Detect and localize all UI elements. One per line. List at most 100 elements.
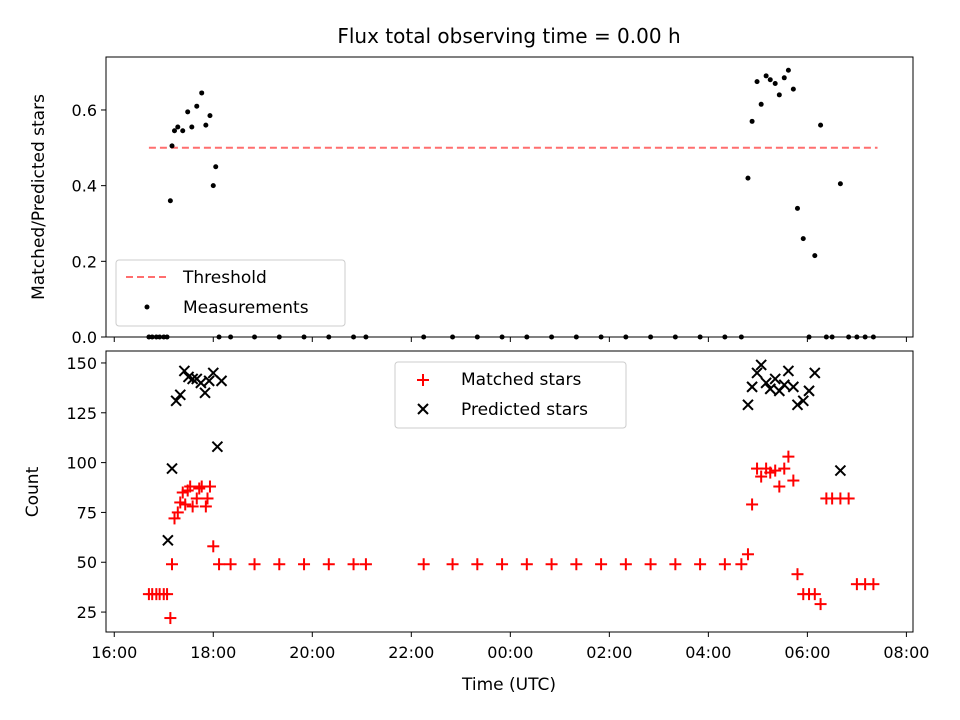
predicted-star-stroke (195, 377, 207, 389)
matched-star-point (669, 558, 682, 571)
top-panel: 0.0 0.2 0.4 0.6 Matched/Predicted stars Thr… (29, 56, 914, 347)
matched-star-point (842, 492, 855, 505)
predicted-star-stroke (742, 399, 754, 411)
predicted-star-stroke (809, 367, 821, 379)
predicted-star-point (760, 377, 772, 389)
predicted-star-stroke (203, 375, 215, 387)
matched-star-point (417, 558, 430, 571)
predicted-star-stroke (215, 375, 228, 387)
predicted-star-stroke (803, 385, 815, 397)
predicted-star-point (803, 385, 815, 397)
matched-star-point (186, 500, 199, 513)
bottom-y-tick-label: 75 (77, 503, 97, 522)
bottom-y-axis-label: Count (23, 466, 43, 517)
x-tick-label: 06:00 (784, 643, 830, 662)
measurement-point (164, 334, 170, 340)
x-tick-label: 04:00 (685, 643, 731, 662)
matched-star-point (193, 482, 206, 495)
matched-star-point (471, 558, 484, 571)
predicted-star-stroke (760, 377, 772, 389)
measurement-point (474, 334, 480, 340)
predicted-star-point (764, 383, 776, 395)
measurement-point (573, 334, 579, 340)
predicted-star-point (769, 373, 781, 385)
measurement-point (648, 334, 654, 340)
matched-star-point (570, 558, 583, 571)
matched-star-point (782, 450, 795, 463)
predicted-star-point (170, 395, 182, 407)
predicted-star-stroke (170, 395, 182, 407)
predicted-star-stroke (182, 371, 195, 383)
measurement-point (772, 80, 778, 86)
measurement-point (167, 198, 173, 204)
matched-star-point (213, 558, 226, 571)
measurement-point (862, 334, 868, 340)
measurement-point (745, 175, 751, 181)
predicted-star-point (778, 379, 790, 391)
matched-star-point (184, 480, 197, 493)
measurement-point (767, 77, 773, 83)
measurement-point (763, 73, 769, 79)
bottom-y-tick-label: 100 (66, 454, 97, 473)
measurement-point (785, 67, 791, 73)
measurement-point (228, 334, 234, 340)
bottom-legend: Matched stars Predicted stars (394, 361, 627, 429)
predicted-star-point (791, 399, 804, 411)
predicted-star-point (746, 381, 758, 393)
x-tick-label: 20:00 (289, 643, 335, 662)
measurement-point (157, 334, 163, 340)
predicted-star-stroke (778, 379, 790, 391)
predicted-star-point (751, 367, 763, 379)
measurement-point (326, 334, 332, 340)
predicted-star-stroke (834, 464, 847, 477)
top-y-tick-label: 0.6 (72, 101, 97, 120)
measurement-point (499, 334, 505, 340)
measurement-point (754, 79, 760, 85)
predicted-star-point (162, 534, 174, 547)
measurement-point (363, 334, 369, 340)
x-axis-label: Time (UTC) (461, 675, 556, 695)
measurement-point (213, 164, 219, 170)
measurement-point (207, 113, 213, 119)
predicted-star-point (195, 377, 207, 389)
measurement-point (846, 334, 852, 340)
top-y-tick-label: 0.2 (72, 252, 97, 271)
predicted-star-point (834, 464, 847, 477)
legend-matched-label: Matched stars (461, 370, 581, 390)
measurement-point (252, 334, 258, 340)
predicted-star-stroke (174, 389, 186, 401)
measurement-point (722, 334, 728, 340)
x-tick-label: 00:00 (487, 643, 533, 662)
matched-star-point (190, 492, 203, 505)
matched-star-point (718, 558, 731, 571)
bottom-y-tick-label: 50 (77, 553, 97, 572)
measurement-point (149, 334, 155, 340)
measurement-point (421, 334, 427, 340)
measurement-point (203, 122, 209, 128)
measurement-point (194, 103, 200, 109)
measurement-point (549, 334, 555, 340)
measurement-point (189, 124, 195, 130)
measurement-point (794, 205, 800, 211)
x-tick-label: 16:00 (91, 643, 137, 662)
predicted-star-point (211, 440, 224, 453)
predicted-star-stroke (162, 534, 174, 547)
predicted-star-point (215, 375, 228, 387)
predicted-star-point (787, 381, 800, 393)
predicted-star-stroke (166, 462, 178, 475)
top-y-tick-label: 0.0 (72, 328, 97, 347)
predicted-star-stroke (797, 395, 809, 407)
measurement-point (216, 334, 222, 340)
predicted-star-stroke (755, 359, 767, 371)
measurement-point (818, 122, 824, 128)
bottom-marks (142, 359, 880, 625)
predicted-star-point (797, 395, 809, 407)
predicted-star-point (755, 359, 767, 371)
matched-star-point (171, 506, 184, 519)
legend-matched-swatch (417, 374, 429, 386)
measurement-point (169, 143, 175, 149)
top-legend-box (115, 259, 346, 327)
matched-star-point (496, 558, 509, 571)
measurement-point (171, 128, 177, 134)
